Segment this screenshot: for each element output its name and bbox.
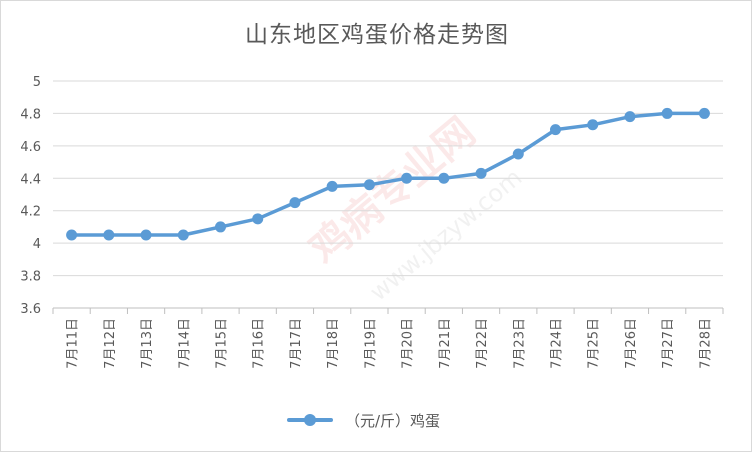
x-tick-label: 7月25日 (587, 318, 602, 369)
data-point (140, 229, 152, 241)
data-point (624, 111, 636, 123)
y-tick-label: 4.4 (20, 172, 41, 187)
data-point (289, 197, 301, 209)
x-tick-label: 7月16日 (252, 318, 267, 369)
x-tick-label: 7月27日 (661, 318, 676, 369)
x-tick-label: 7月15日 (215, 318, 230, 369)
data-point (326, 180, 338, 192)
x-tick-label: 7月13日 (140, 318, 155, 369)
watermark-text: 鸡病专业网 (301, 109, 484, 273)
x-tick-label: 7月19日 (363, 318, 378, 369)
data-point (177, 229, 189, 241)
legend: （元/斤）鸡蛋 (287, 405, 440, 435)
data-point (698, 107, 710, 119)
data-point (103, 229, 115, 241)
y-tick-label: 4 (33, 237, 41, 252)
x-tick-label: 7月14日 (177, 318, 192, 369)
x-tick-label: 7月20日 (401, 318, 416, 369)
data-point (512, 148, 524, 160)
x-tick-label: 7月24日 (550, 318, 565, 369)
x-tick-label: 7月18日 (326, 318, 341, 369)
y-tick-label: 3.8 (20, 270, 41, 285)
x-tick-label: 7月23日 (512, 318, 527, 369)
watermark: 鸡病专业网 www.jbzyw.com (301, 109, 527, 306)
chart-title: 山东地区鸡蛋价格走势图 (245, 22, 509, 48)
legend-label: （元/斤）鸡蛋 (345, 411, 441, 430)
x-tick-label: 7月28日 (698, 318, 713, 369)
data-point (66, 229, 78, 241)
y-tick-label: 5 (33, 75, 41, 90)
legend-marker (287, 410, 333, 430)
data-point (363, 179, 375, 191)
x-tick-label: 7月11日 (66, 318, 81, 369)
x-tick-label: 7月17日 (289, 318, 304, 369)
data-point (587, 119, 599, 131)
data-point (401, 172, 413, 184)
series-line (69, 111, 707, 237)
data-point (661, 107, 673, 119)
data-point (475, 167, 487, 179)
x-tick-label: 7月12日 (103, 318, 118, 369)
x-tick-label: 7月22日 (475, 318, 490, 369)
data-point (550, 124, 561, 136)
data-point (438, 172, 450, 184)
y-tick-label: 4.8 (20, 107, 41, 122)
y-tick-label: 3.6 (20, 302, 41, 317)
x-tick-label: 7月26日 (624, 318, 639, 369)
data-point (252, 213, 264, 225)
x-tick-label: 7月21日 (438, 318, 453, 369)
data-point (215, 221, 226, 233)
y-tick-label: 4.6 (20, 140, 41, 155)
y-tick-label: 4.2 (20, 205, 41, 220)
